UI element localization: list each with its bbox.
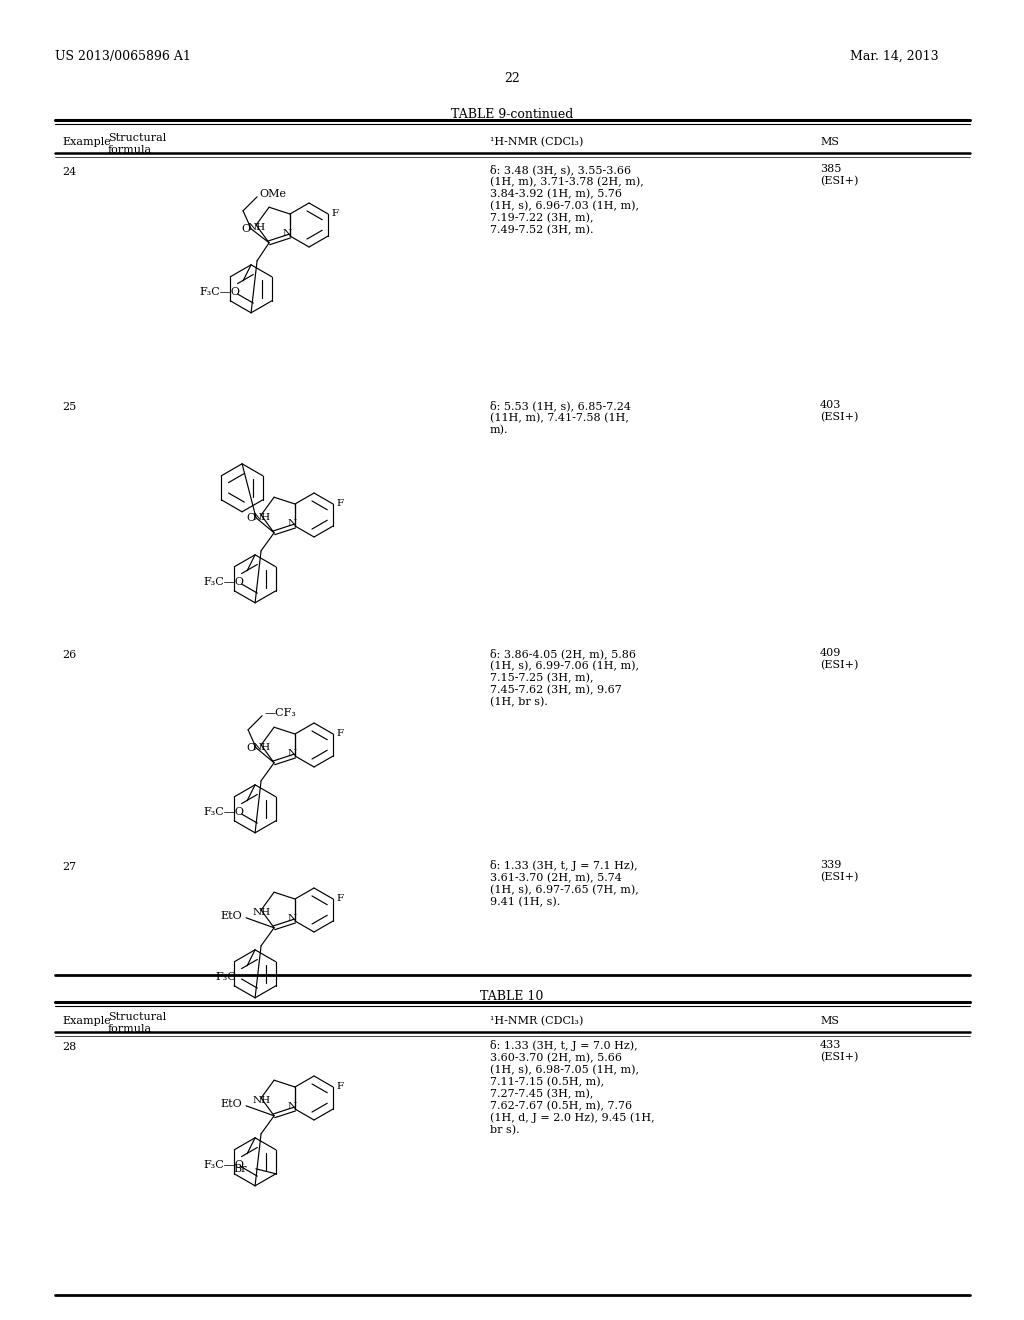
Text: EtO: EtO [220, 1098, 242, 1109]
Text: N: N [288, 748, 297, 758]
Text: US 2013/0065896 A1: US 2013/0065896 A1 [55, 50, 190, 63]
Text: NH: NH [247, 223, 265, 232]
Text: MS: MS [820, 137, 839, 147]
Text: TABLE 9-continued: TABLE 9-continued [451, 108, 573, 121]
Text: 26: 26 [62, 649, 76, 660]
Text: 385
(ESI+): 385 (ESI+) [820, 164, 858, 186]
Text: NH: NH [252, 513, 270, 521]
Text: O: O [246, 512, 255, 523]
Text: F: F [336, 499, 343, 508]
Text: N: N [283, 228, 292, 238]
Text: 409
(ESI+): 409 (ESI+) [820, 648, 858, 671]
Text: N: N [288, 1102, 297, 1111]
Text: F₃C: F₃C [215, 972, 236, 982]
Text: 28: 28 [62, 1041, 76, 1052]
Text: F₃C—O: F₃C—O [203, 1160, 244, 1170]
Text: 24: 24 [62, 168, 76, 177]
Text: ¹H-NMR (CDCl₃): ¹H-NMR (CDCl₃) [490, 137, 584, 148]
Text: Br: Br [233, 1164, 248, 1173]
Text: F₃C—O: F₃C—O [203, 577, 244, 587]
Text: 22: 22 [504, 73, 520, 84]
Text: 403
(ESI+): 403 (ESI+) [820, 400, 858, 422]
Text: δ: 3.48 (3H, s), 3.55-3.66
(1H, m), 3.71-3.78 (2H, m),
3.84-3.92 (1H, m), 5.76
(: δ: 3.48 (3H, s), 3.55-3.66 (1H, m), 3.71… [490, 164, 644, 235]
Text: F: F [336, 1082, 343, 1092]
Text: F: F [331, 209, 338, 218]
Text: F: F [336, 894, 343, 903]
Text: —CF₃: —CF₃ [264, 708, 296, 718]
Text: Structural: Structural [108, 1012, 166, 1022]
Text: N: N [288, 913, 297, 923]
Text: 25: 25 [62, 403, 76, 412]
Text: OMe: OMe [259, 189, 286, 199]
Text: NH: NH [252, 743, 270, 752]
Text: O: O [241, 224, 250, 234]
Text: MS: MS [820, 1016, 839, 1026]
Text: Example: Example [62, 137, 111, 147]
Text: Example: Example [62, 1016, 111, 1026]
Text: O: O [246, 743, 255, 752]
Text: formula: formula [108, 1024, 153, 1034]
Text: formula: formula [108, 145, 153, 154]
Text: δ: 5.53 (1H, s), 6.85-7.24
(11H, m), 7.41-7.58 (1H,
m).: δ: 5.53 (1H, s), 6.85-7.24 (11H, m), 7.4… [490, 400, 631, 434]
Text: NH: NH [252, 908, 270, 917]
Text: F: F [336, 729, 343, 738]
Text: Structural: Structural [108, 133, 166, 143]
Text: 339
(ESI+): 339 (ESI+) [820, 861, 858, 882]
Text: δ: 1.33 (3H, t, J = 7.0 Hz),
3.60-3.70 (2H, m), 5.66
(1H, s), 6.98-7.05 (1H, m),: δ: 1.33 (3H, t, J = 7.0 Hz), 3.60-3.70 (… [490, 1040, 654, 1135]
Text: EtO: EtO [220, 911, 242, 921]
Text: ¹H-NMR (CDCl₃): ¹H-NMR (CDCl₃) [490, 1016, 584, 1027]
Text: F₃C—O: F₃C—O [199, 286, 240, 297]
Text: N: N [288, 519, 297, 528]
Text: 433
(ESI+): 433 (ESI+) [820, 1040, 858, 1063]
Text: NH: NH [252, 1096, 270, 1105]
Text: 27: 27 [62, 862, 76, 873]
Text: Mar. 14, 2013: Mar. 14, 2013 [850, 50, 939, 63]
Text: δ: 3.86-4.05 (2H, m), 5.86
(1H, s), 6.99-7.06 (1H, m),
7.15-7.25 (3H, m),
7.45-7: δ: 3.86-4.05 (2H, m), 5.86 (1H, s), 6.99… [490, 648, 639, 706]
Text: δ: 1.33 (3H, t, J = 7.1 Hz),
3.61-3.70 (2H, m), 5.74
(1H, s), 6.97-7.65 (7H, m),: δ: 1.33 (3H, t, J = 7.1 Hz), 3.61-3.70 (… [490, 861, 639, 907]
Text: F₃C—O: F₃C—O [203, 807, 244, 817]
Text: TABLE 10: TABLE 10 [480, 990, 544, 1003]
